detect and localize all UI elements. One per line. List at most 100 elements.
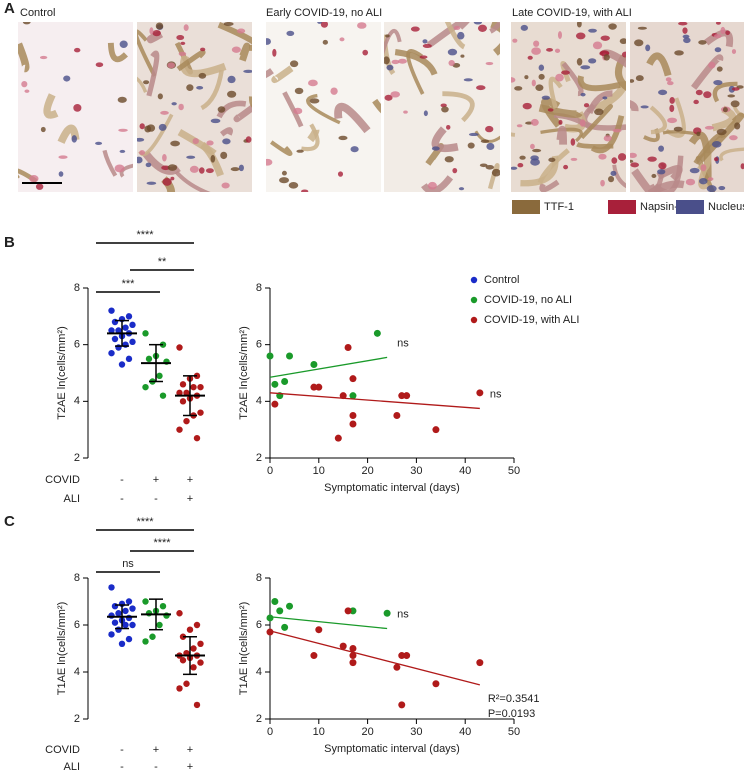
data-point (349, 392, 357, 400)
cell (162, 178, 172, 186)
cell (698, 40, 707, 45)
data-point (108, 584, 115, 591)
cell (309, 98, 320, 104)
data-point (190, 664, 197, 671)
cell (682, 34, 690, 39)
cell (24, 89, 30, 93)
cell (403, 110, 408, 114)
x-tick-label: + (187, 474, 193, 486)
cell (715, 22, 721, 25)
tissue-strand (691, 54, 724, 90)
cell (178, 51, 187, 56)
data-point (349, 607, 357, 615)
y-tick-label: 4 (256, 395, 262, 407)
data-point (266, 628, 274, 636)
cell (266, 38, 271, 45)
micrograph (266, 22, 381, 192)
cell (516, 124, 523, 128)
cell (485, 125, 494, 133)
data-point (159, 603, 167, 610)
data-point (190, 645, 197, 652)
x-tick-label: 10 (313, 726, 325, 738)
tissue-strand (220, 127, 233, 137)
tissue-strand (306, 93, 341, 125)
cell (71, 135, 77, 143)
cell (217, 106, 226, 113)
data-point (432, 426, 440, 434)
tissue-strand (698, 112, 744, 163)
data-point (179, 381, 187, 388)
tissue-strand (561, 61, 584, 97)
cell (714, 47, 722, 53)
data-point (310, 361, 318, 368)
cell (519, 155, 526, 160)
cell (117, 96, 127, 103)
row-label: ALI (63, 761, 80, 771)
legend-label: Nucleus (708, 201, 744, 213)
cell (152, 30, 161, 37)
cell (196, 85, 204, 90)
cell (171, 102, 177, 106)
cell (357, 22, 367, 29)
tissue-strand (176, 49, 206, 72)
cell (444, 156, 454, 163)
cell (330, 87, 338, 95)
tissue-strand (119, 163, 133, 178)
cell (162, 153, 167, 162)
cell (612, 128, 622, 133)
x-tick-label: 0 (267, 465, 273, 477)
data-point (266, 614, 274, 622)
tissue-strand (442, 91, 475, 123)
tissue-strand (421, 175, 454, 192)
cell (237, 28, 246, 34)
data-point (183, 680, 190, 687)
cell (546, 48, 553, 52)
y-tick-label: 6 (256, 619, 262, 631)
significance-label: ns (122, 558, 134, 570)
data-point (125, 313, 133, 320)
cell (619, 38, 626, 45)
tissue-strand (179, 54, 227, 78)
y-tick-label: 4 (74, 395, 80, 407)
data-point (193, 701, 201, 709)
data-point (349, 645, 357, 652)
cell (423, 110, 428, 117)
cell (468, 132, 479, 137)
x-tick-label: 40 (459, 465, 471, 477)
data-point (393, 663, 401, 671)
cell (531, 47, 541, 55)
cell (594, 108, 604, 116)
cell (205, 168, 214, 174)
cell (547, 108, 554, 112)
cell (227, 90, 237, 98)
cell (170, 176, 175, 181)
y-axis-label: T1AE ln(cells/mm²) (238, 602, 250, 696)
cell (598, 153, 607, 160)
cell (155, 22, 164, 30)
legend-label: TTF-1 (544, 201, 574, 213)
tissue-strand (649, 105, 667, 135)
cell (167, 164, 178, 171)
cell (245, 136, 252, 143)
tissue-strand (406, 49, 425, 95)
cell (386, 64, 394, 71)
cell (296, 149, 304, 153)
panel-label: B (4, 234, 15, 251)
cell (486, 142, 495, 151)
tissue-strand (444, 22, 466, 50)
cell (588, 28, 597, 33)
legend-label: Control (484, 274, 519, 286)
cell (39, 55, 48, 60)
data-point (108, 612, 115, 619)
data-point (122, 324, 129, 331)
cell (524, 75, 529, 80)
data-point (276, 607, 284, 615)
cell (713, 157, 719, 162)
cell (511, 166, 518, 170)
cell (480, 139, 490, 144)
cell (210, 154, 216, 163)
legend-swatch (676, 200, 704, 214)
x-tick-label: + (187, 761, 193, 771)
cell (307, 79, 318, 87)
cell (210, 118, 221, 124)
